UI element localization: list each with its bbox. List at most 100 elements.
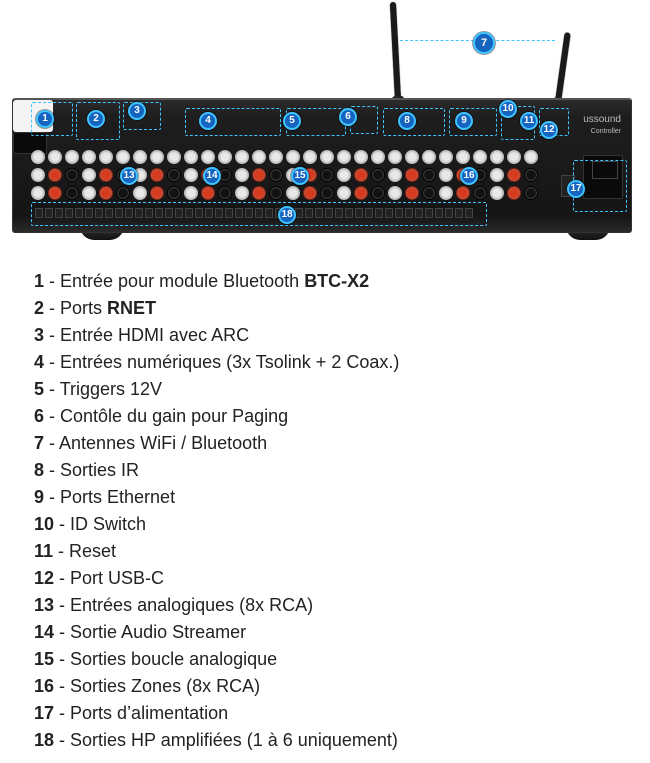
rca-jack	[116, 186, 130, 200]
legend-text: Sorties Zones (8x RCA)	[70, 676, 260, 696]
speaker-terminal	[325, 208, 333, 218]
speaker-terminal	[175, 208, 183, 218]
rca-jack	[150, 168, 164, 182]
callout-badge: 4	[199, 112, 217, 130]
rca-jack	[303, 186, 317, 200]
callout-badge: 18	[278, 206, 296, 224]
legend-text: Triggers 12V	[60, 379, 162, 399]
rca-jack	[320, 168, 334, 182]
chassis-rear-panel: ussound Controller	[12, 98, 632, 233]
rca-jack	[167, 186, 181, 200]
callout-badge: 6	[339, 108, 357, 126]
legend-text: Sorties HP amplifiées (1 à 6 uniquement)	[70, 730, 398, 750]
callout-badge: 3	[128, 102, 146, 120]
rca-jack	[167, 168, 181, 182]
speaker-terminal	[305, 208, 313, 218]
legend-number: 17	[34, 703, 54, 723]
legend-text: Contôle du gain pour Paging	[60, 406, 288, 426]
rca-jack	[507, 186, 521, 200]
legend-number: 5	[34, 379, 44, 399]
rca-jack	[320, 186, 334, 200]
legend-row: 12 - Port USB-C	[34, 565, 614, 592]
legend-number: 4	[34, 352, 44, 372]
brand-label: ussound Controller	[583, 114, 621, 136]
legend-text: Sortie Audio Streamer	[70, 622, 246, 642]
callout-badge: 12	[540, 121, 558, 139]
speaker-terminal	[255, 208, 263, 218]
rca-jack	[150, 150, 164, 164]
speaker-terminal	[125, 208, 133, 218]
brand-sub: Controller	[591, 128, 621, 135]
legend-number: 1	[34, 271, 44, 291]
rca-jack	[48, 168, 62, 182]
rca-jack	[490, 168, 504, 182]
rca-jack	[490, 186, 504, 200]
jack-row	[31, 186, 538, 200]
legend-row: 8 - Sorties IR	[34, 457, 614, 484]
rca-jack	[388, 186, 402, 200]
rca-jack	[320, 150, 334, 164]
callout-badge: 8	[398, 112, 416, 130]
legend-emphasis: RNET	[107, 298, 156, 318]
rca-jack	[31, 150, 45, 164]
rca-jack	[405, 168, 419, 182]
rca-jack	[201, 186, 215, 200]
speaker-terminal	[365, 208, 373, 218]
legend-text: Entrées numériques (3x Tsolink + 2 Coax.…	[60, 352, 399, 372]
rca-jack	[473, 186, 487, 200]
rca-jack	[65, 186, 79, 200]
rca-jack	[269, 168, 283, 182]
speaker-terminal	[445, 208, 453, 218]
callout-badge: 5	[283, 112, 301, 130]
speaker-terminal	[55, 208, 63, 218]
rca-jack	[524, 150, 538, 164]
legend-number: 12	[34, 568, 54, 588]
legend-text: Entrée HDMI avec ARC	[60, 325, 249, 345]
legend-text: Sorties IR	[60, 460, 139, 480]
speaker-terminal	[135, 208, 143, 218]
legend-number: 13	[34, 595, 54, 615]
legend-text: Sorties boucle analogique	[70, 649, 277, 669]
rca-jack	[201, 150, 215, 164]
antenna-left	[390, 2, 401, 100]
rca-jack	[269, 150, 283, 164]
legend-row: 7 - Antennes WiFi / Bluetooth	[34, 430, 614, 457]
speaker-terminal	[45, 208, 53, 218]
jack-row	[31, 150, 538, 164]
legend-number: 18	[34, 730, 54, 750]
speaker-terminal	[425, 208, 433, 218]
speaker-terminal	[35, 208, 43, 218]
speaker-terminal	[215, 208, 223, 218]
rca-jack	[354, 168, 368, 182]
legend-text: Port USB-C	[70, 568, 164, 588]
speaker-terminal	[465, 208, 473, 218]
rca-jack	[439, 186, 453, 200]
callout-badge: 13	[120, 167, 138, 185]
speaker-terminal	[455, 208, 463, 218]
speaker-terminal	[185, 208, 193, 218]
rca-jack	[235, 186, 249, 200]
speaker-terminal	[265, 208, 273, 218]
rca-jack	[99, 150, 113, 164]
rca-jack	[133, 150, 147, 164]
callout-badge: 1	[36, 110, 54, 128]
rca-jack	[48, 186, 62, 200]
callout-badge: 7	[473, 32, 495, 54]
callout-badge: 16	[460, 167, 478, 185]
rca-jack	[133, 186, 147, 200]
rca-jack	[524, 186, 538, 200]
rca-jack	[405, 186, 419, 200]
legend-row: 10 - ID Switch	[34, 511, 614, 538]
speaker-terminal	[165, 208, 173, 218]
legend-row: 4 - Entrées numériques (3x Tsolink + 2 C…	[34, 349, 614, 376]
rca-jack	[252, 186, 266, 200]
callout-badge: 14	[203, 167, 221, 185]
speaker-terminal	[405, 208, 413, 218]
rca-jack	[371, 168, 385, 182]
speaker-terminal	[415, 208, 423, 218]
legend-row: 17 - Ports d’alimentation	[34, 700, 614, 727]
rca-jack	[473, 150, 487, 164]
rca-jack	[388, 150, 402, 164]
callout-badge: 17	[567, 180, 585, 198]
rca-jack	[388, 168, 402, 182]
